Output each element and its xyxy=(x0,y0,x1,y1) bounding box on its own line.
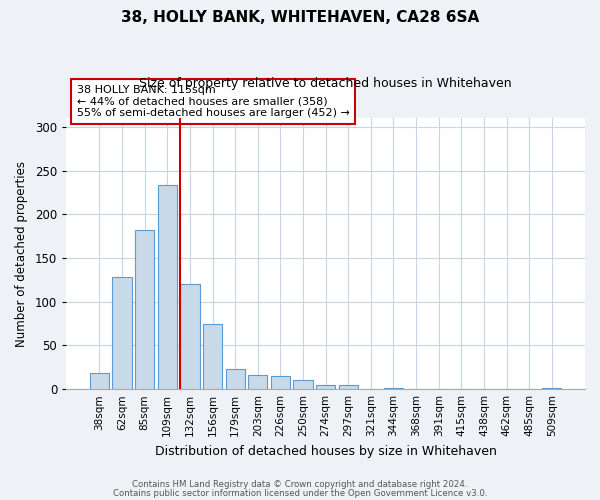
Y-axis label: Number of detached properties: Number of detached properties xyxy=(15,160,28,346)
Bar xyxy=(542,388,562,389)
Bar xyxy=(226,369,245,389)
Bar xyxy=(338,385,358,389)
Title: Size of property relative to detached houses in Whitehaven: Size of property relative to detached ho… xyxy=(139,78,512,90)
Bar xyxy=(316,385,335,389)
Bar xyxy=(248,375,268,389)
Text: Contains public sector information licensed under the Open Government Licence v3: Contains public sector information licen… xyxy=(113,488,487,498)
Bar xyxy=(271,376,290,389)
Bar xyxy=(384,388,403,389)
Bar xyxy=(90,372,109,389)
Text: Contains HM Land Registry data © Crown copyright and database right 2024.: Contains HM Land Registry data © Crown c… xyxy=(132,480,468,489)
Bar xyxy=(158,186,177,389)
X-axis label: Distribution of detached houses by size in Whitehaven: Distribution of detached houses by size … xyxy=(155,444,497,458)
Bar xyxy=(135,230,154,389)
Bar xyxy=(180,284,200,389)
Bar xyxy=(293,380,313,389)
Bar xyxy=(203,324,222,389)
Text: 38 HOLLY BANK: 115sqm
← 44% of detached houses are smaller (358)
55% of semi-det: 38 HOLLY BANK: 115sqm ← 44% of detached … xyxy=(77,85,349,118)
Bar xyxy=(112,277,131,389)
Text: 38, HOLLY BANK, WHITEHAVEN, CA28 6SA: 38, HOLLY BANK, WHITEHAVEN, CA28 6SA xyxy=(121,10,479,25)
